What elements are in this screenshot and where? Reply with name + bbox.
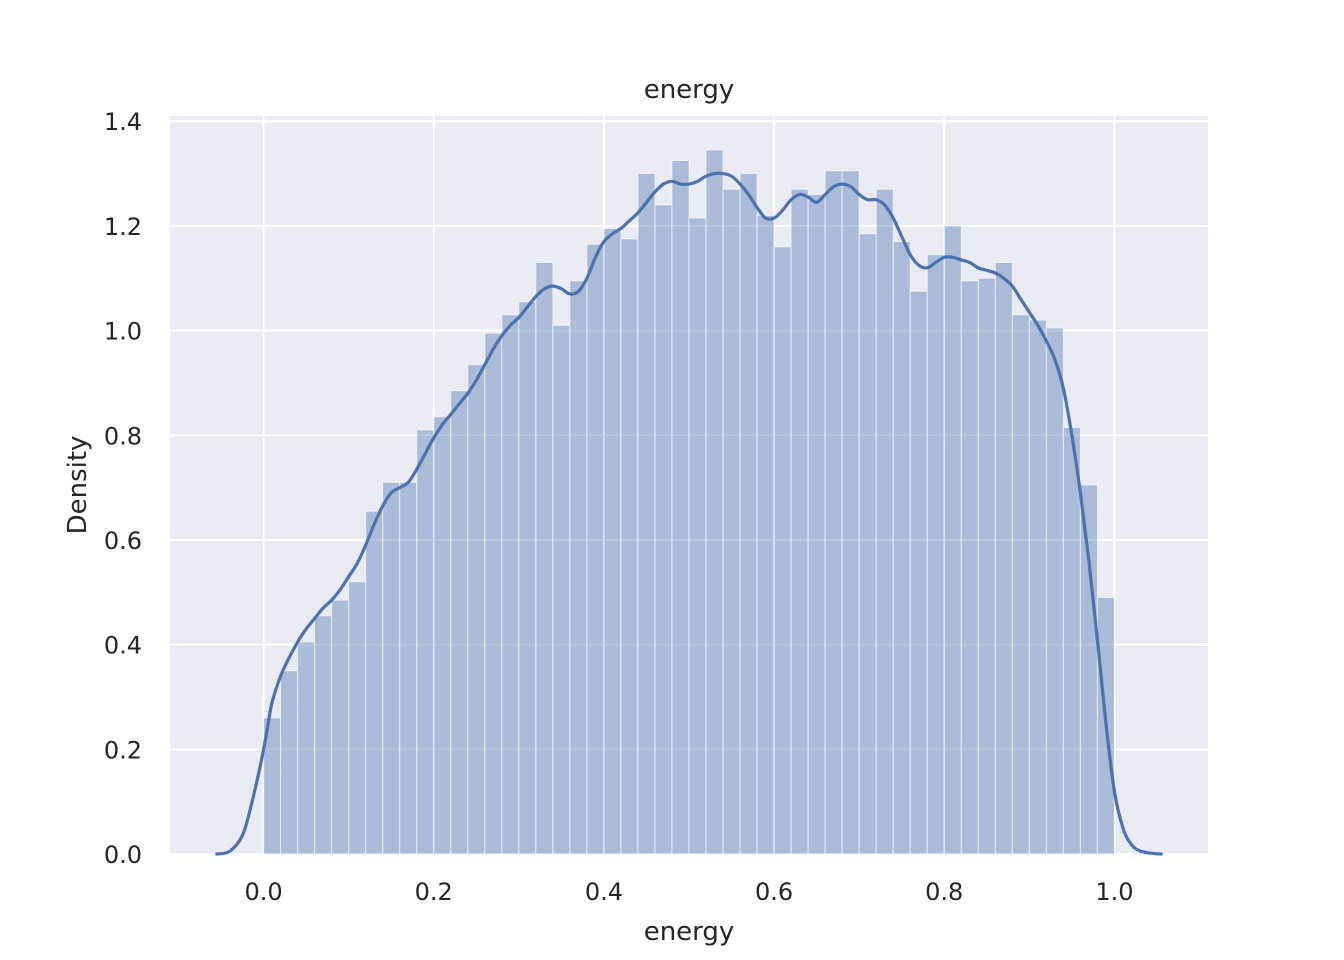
chart-title: energy <box>644 75 735 105</box>
histogram-bar <box>569 280 588 855</box>
histogram-bar <box>399 481 418 855</box>
x-tick-label: 0.6 <box>755 878 793 906</box>
x-tick-label: 1.0 <box>1095 878 1133 906</box>
histogram-bar <box>484 332 503 855</box>
histogram-bar <box>1028 319 1047 855</box>
histogram-bar <box>943 225 962 855</box>
histogram-bar <box>518 301 537 855</box>
histogram-bar <box>994 262 1013 855</box>
histogram-bar <box>722 188 741 855</box>
histogram-bar <box>739 173 758 855</box>
histogram-bar <box>705 149 724 855</box>
histogram-bar <box>297 641 316 855</box>
x-tick-label: 0.4 <box>585 878 623 906</box>
histogram-bar <box>620 238 639 855</box>
y-tick-label: 1.4 <box>104 108 142 136</box>
histogram-bar <box>637 173 656 855</box>
histogram-bar <box>688 217 707 855</box>
histogram-bar <box>1045 327 1064 855</box>
histogram-bar <box>654 204 673 855</box>
histogram-bar <box>1079 484 1098 855</box>
histogram-bar <box>756 214 775 855</box>
histogram-bar <box>467 364 486 855</box>
histogram-bar <box>365 510 384 855</box>
histogram-bar <box>603 228 622 855</box>
histogram-bar <box>535 262 554 855</box>
histogram-bar <box>909 290 928 855</box>
histogram-bar <box>1011 314 1030 855</box>
histogram-bar <box>280 670 299 855</box>
histogram-bar <box>314 615 333 855</box>
y-tick-label: 0.2 <box>104 736 142 764</box>
histogram-bar <box>960 280 979 855</box>
x-tick-label: 0.2 <box>415 878 453 906</box>
y-tick-label: 0.4 <box>104 632 142 660</box>
x-tick-label: 0.0 <box>245 878 283 906</box>
histogram-bar <box>1062 426 1081 855</box>
histogram-bar <box>501 314 520 855</box>
kde-curve <box>215 171 1163 856</box>
histogram-bar <box>807 194 826 855</box>
histogram-bar <box>892 241 911 855</box>
histogram-bar <box>671 159 690 855</box>
x-axis-ticks: 0.0 0.2 0.4 0.6 0.8 1.0 <box>245 878 1134 906</box>
histogram-bar <box>450 390 469 855</box>
histogram-bars <box>263 149 1115 855</box>
histogram-bar <box>433 416 452 855</box>
histogram-bar <box>586 243 605 855</box>
histogram-bar <box>382 481 401 855</box>
histogram-bar <box>841 170 860 855</box>
histogram-bar <box>773 246 792 855</box>
histogram-bar <box>331 599 350 855</box>
y-tick-label: 0.6 <box>104 527 142 555</box>
histogram-bar <box>824 170 843 855</box>
y-tick-label: 0.8 <box>104 422 142 450</box>
y-tick-label: 0.0 <box>104 841 142 869</box>
y-axis-label: Density <box>63 436 93 535</box>
histogram-bar <box>977 277 996 855</box>
histogram-bar <box>790 188 809 855</box>
histogram-bar <box>926 254 945 855</box>
y-tick-label: 1.0 <box>104 318 142 346</box>
histogram-bar <box>416 429 435 855</box>
histogram-bar <box>348 581 367 855</box>
histogram-bar <box>858 233 877 855</box>
y-tick-label: 1.2 <box>104 213 142 241</box>
histogram-bar <box>875 188 894 855</box>
y-axis-ticks: 0.0 0.2 0.4 0.6 0.8 1.0 1.2 1.4 <box>104 108 142 869</box>
x-tick-label: 0.8 <box>925 878 963 906</box>
histogram-bar <box>552 324 571 855</box>
x-axis-label: energy <box>644 917 735 947</box>
